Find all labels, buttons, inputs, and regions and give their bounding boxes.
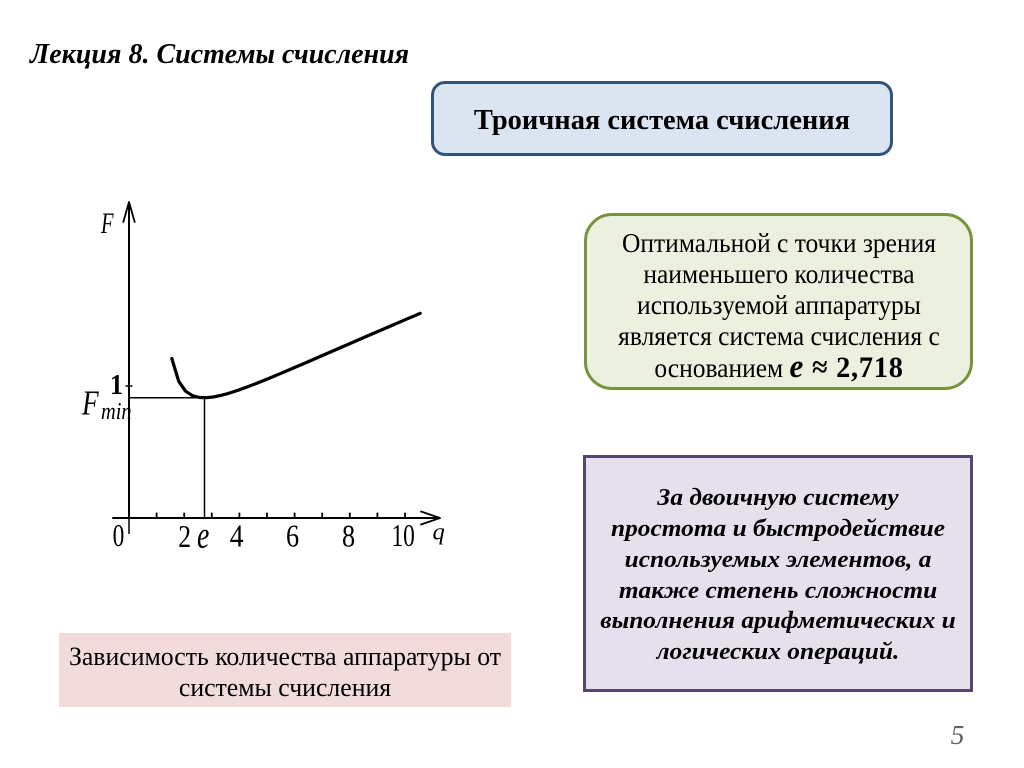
svg-text:2: 2	[178, 519, 191, 554]
svg-text:e: e	[197, 514, 210, 556]
svg-text:q: q	[433, 519, 445, 546]
svg-text:10: 10	[392, 519, 415, 554]
svg-text:4: 4	[230, 519, 244, 554]
svg-text:F: F	[100, 206, 114, 240]
svg-text:min: min	[101, 397, 132, 424]
svg-text:0: 0	[113, 519, 125, 554]
svg-text:F: F	[81, 383, 99, 422]
svg-text:1: 1	[110, 368, 123, 401]
svg-text:8: 8	[342, 519, 355, 554]
svg-text:6: 6	[286, 519, 299, 554]
